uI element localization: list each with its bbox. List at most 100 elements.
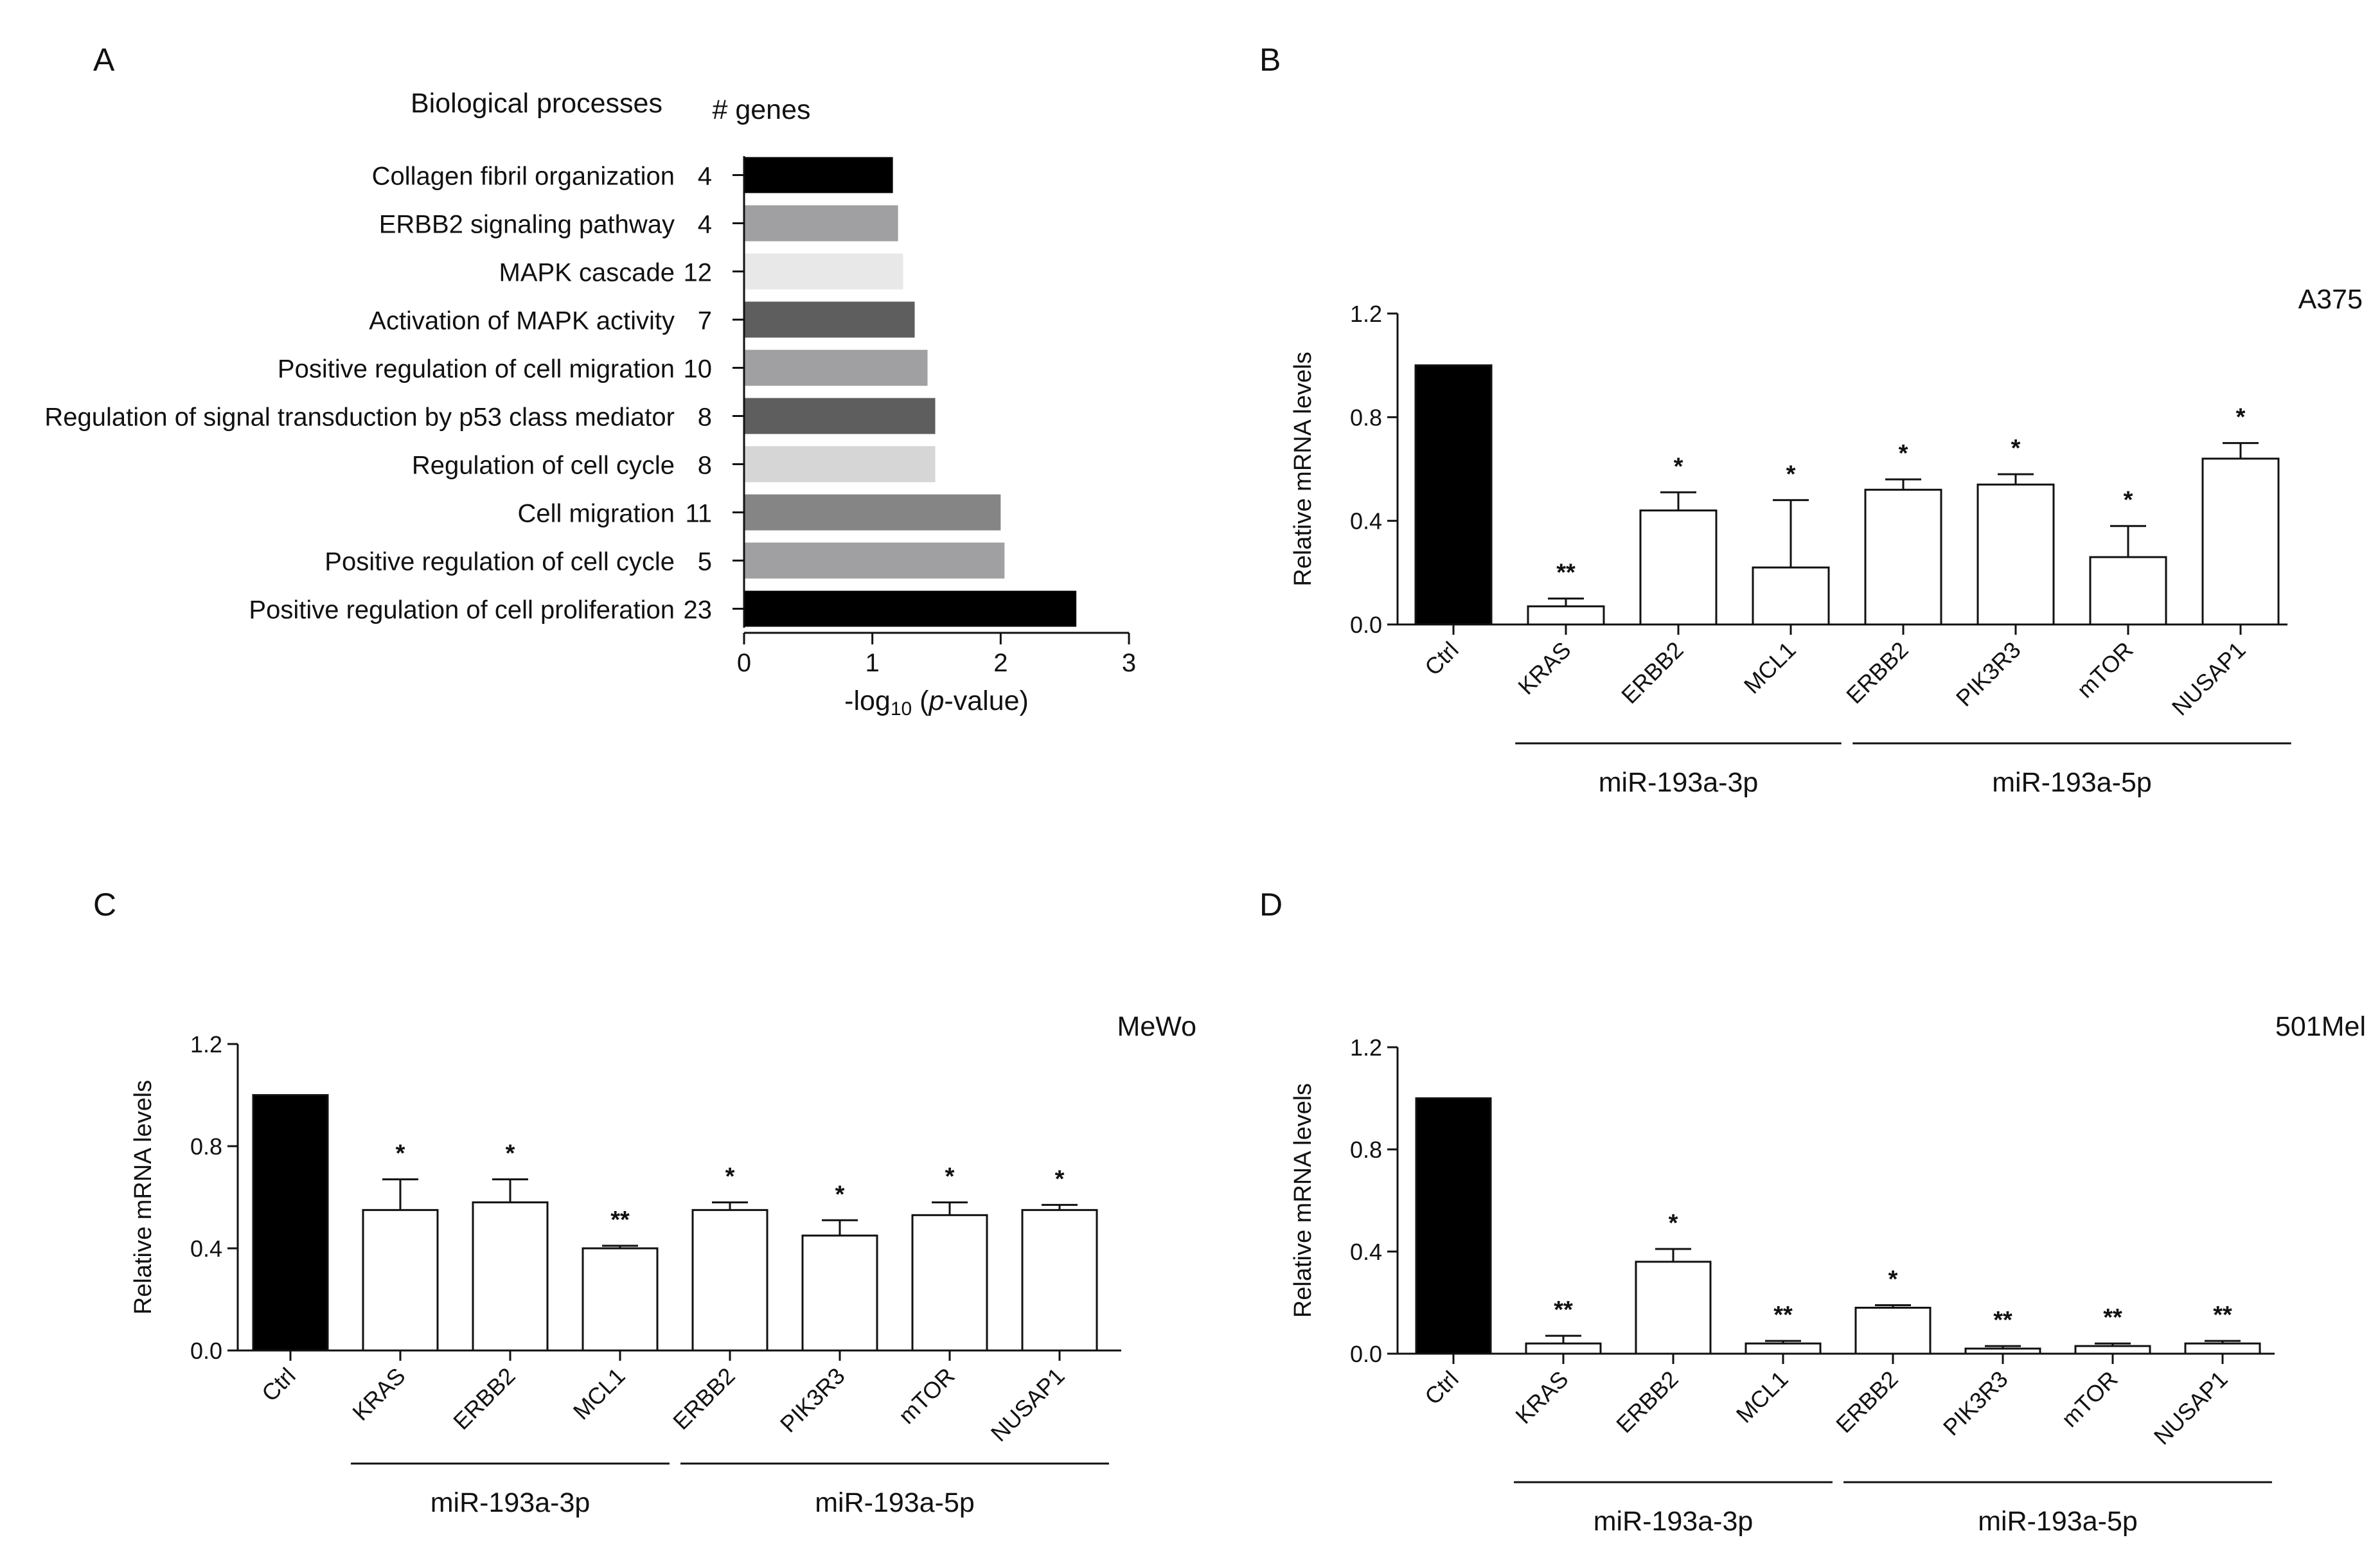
mrna-bar bbox=[1964, 1347, 2041, 1355]
mrna-bar bbox=[1976, 483, 2055, 626]
enrichment-bar bbox=[744, 350, 928, 386]
process-label: MAPK cascade bbox=[499, 259, 675, 287]
mrna-bar bbox=[1639, 509, 1718, 626]
x-tick-label: Ctrl bbox=[1419, 637, 1464, 681]
enrichment-bar bbox=[744, 590, 1077, 627]
x-tick-label: 1 bbox=[866, 649, 880, 677]
y-tick-label: 0.8 bbox=[1350, 1137, 1382, 1163]
x-tick-label: PIK3R3 bbox=[1938, 1366, 2013, 1441]
process-label: Positive regulation of cell migration bbox=[278, 355, 675, 384]
y-tick-label: 1.2 bbox=[1350, 1034, 1382, 1061]
x-axis-label: -log10 (p-value) bbox=[844, 686, 1029, 720]
gene-count-label: 10 bbox=[684, 355, 713, 384]
panel-letter-b: B bbox=[1259, 42, 1281, 78]
mrna-bar bbox=[2184, 1342, 2261, 1355]
x-tick-label: Ctrl bbox=[256, 1363, 301, 1407]
process-label: Positive regulation of cell cycle bbox=[324, 548, 675, 576]
x-axis-label-open: ( bbox=[912, 686, 929, 716]
panel-c: C MeWo 0.0 0.4 0.8 1.2 Relative mRNA levels C… bbox=[93, 887, 1196, 1518]
y-axis-label: Relative mRNA levels bbox=[1290, 351, 1317, 586]
mrna-bar bbox=[1864, 488, 1942, 626]
mrna-bar bbox=[1752, 566, 1830, 626]
x-tick-label: PIK3R3 bbox=[775, 1363, 850, 1438]
enrichment-bar bbox=[744, 446, 936, 482]
mrna-bar bbox=[911, 1214, 988, 1352]
enrichment-bar bbox=[744, 542, 1005, 579]
gene-count-label: 11 bbox=[685, 500, 712, 528]
enrichment-bar bbox=[744, 157, 893, 193]
a375-mrna-bar-chart: 0.0 0.4 0.8 1.2 Relative mRNA levels Ctrl * * KR… bbox=[1290, 301, 2291, 798]
x-tick-label: MCL1 bbox=[1739, 637, 1801, 699]
cell-line-label: MeWo bbox=[1117, 1011, 1196, 1042]
process-label: Regulation of signal transduction by p53… bbox=[44, 403, 675, 432]
x-tick-label: NUSAP1 bbox=[2167, 637, 2251, 721]
x-tick-label: MCL1 bbox=[1731, 1366, 1793, 1428]
panel-a: A Biological processes # genes Collagen … bbox=[44, 42, 1136, 720]
significance-marker: ** bbox=[610, 1207, 630, 1234]
process-label: Cell migration bbox=[517, 500, 675, 528]
significance-marker: * bbox=[1888, 1266, 1898, 1293]
group-label: miR-193a-3p bbox=[431, 1487, 591, 1518]
x-tick-label: ERBB2 bbox=[448, 1363, 520, 1435]
panel-d: D 501Mel 0.0 0.4 0.8 1.2 Relative mRNA level… bbox=[1259, 887, 2366, 1537]
mrna-bar bbox=[691, 1208, 768, 1352]
x-tick-label: MCL1 bbox=[568, 1363, 630, 1425]
y-tick-label: 1.2 bbox=[1350, 301, 1382, 327]
x-tick-label: mTOR bbox=[2056, 1366, 2122, 1432]
biological-processes-header: Biological processes bbox=[411, 88, 662, 119]
gene-count-label: 5 bbox=[698, 548, 712, 576]
gene-count-label: 12 bbox=[684, 259, 713, 287]
group-label: miR-193a-3p bbox=[1599, 767, 1759, 798]
enrichment-bar bbox=[744, 398, 936, 434]
y-tick-label: 0.4 bbox=[1350, 508, 1382, 535]
y-tick-label: 0.0 bbox=[1350, 612, 1382, 638]
x-tick-label: NUSAP1 bbox=[986, 1363, 1070, 1447]
group-label: miR-193a-5p bbox=[1978, 1506, 2138, 1537]
x-tick-label: ERBB2 bbox=[1831, 1366, 1903, 1438]
x-tick-label: mTOR bbox=[893, 1363, 959, 1429]
y-tick-label: 0.4 bbox=[190, 1235, 222, 1262]
mrna-bar bbox=[1745, 1342, 1822, 1355]
enrichment-bar bbox=[744, 205, 898, 242]
x-tick-label: mTOR bbox=[2072, 637, 2138, 703]
gene-count-label: 23 bbox=[684, 596, 713, 624]
y-tick-label: 0.0 bbox=[1350, 1341, 1382, 1367]
y-tick-label: 0.8 bbox=[1350, 404, 1382, 430]
mrna-bar bbox=[472, 1201, 549, 1352]
significance-marker: ** bbox=[1773, 1302, 1793, 1329]
significance-marker: * bbox=[2011, 435, 2021, 462]
mrna-bar bbox=[2074, 1345, 2151, 1355]
mrna-bar bbox=[1415, 1097, 1492, 1355]
enrichment-bar bbox=[744, 494, 1001, 531]
y-axis-label: Relative mRNA levels bbox=[130, 1080, 157, 1315]
x-tick-label: 0 bbox=[737, 649, 751, 677]
x-tick-label: KRAS bbox=[1513, 637, 1576, 700]
mrna-bar bbox=[1635, 1261, 1712, 1355]
mrna-bar bbox=[1414, 364, 1493, 626]
significance-marker: * bbox=[1786, 461, 1796, 488]
mrna-bar bbox=[362, 1208, 439, 1352]
significance-marker: ** bbox=[2103, 1304, 2122, 1331]
process-label: Positive regulation of cell proliferatio… bbox=[249, 596, 675, 624]
significance-marker: * bbox=[506, 1140, 515, 1167]
process-label: Regulation of cell cycle bbox=[412, 452, 675, 480]
x-tick-label: KRAS bbox=[347, 1363, 410, 1426]
gene-count-label: 8 bbox=[698, 452, 712, 480]
y-tick-label: 0.8 bbox=[190, 1133, 222, 1160]
x-tick-label: ERBB2 bbox=[1616, 637, 1688, 709]
group-label: miR-193a-3p bbox=[1594, 1506, 1754, 1537]
x-axis-label-close: -value) bbox=[944, 686, 1028, 716]
x-tick-label: 2 bbox=[993, 649, 1008, 677]
significance-marker: * bbox=[2236, 404, 2246, 431]
go-enrichment-bar-chart: Collagen fibril organization 4 ERBB2 signa… bbox=[44, 156, 1136, 720]
enrichment-bar bbox=[744, 301, 915, 338]
panel-b: B A375 0.0 0.4 0.8 1.2 Relative mRNA levels C… bbox=[1259, 42, 2363, 798]
significance-marker: * bbox=[1055, 1165, 1065, 1192]
mrna-bar bbox=[2089, 556, 2167, 626]
significance-marker: * bbox=[2124, 487, 2133, 514]
significance-marker: * bbox=[396, 1140, 405, 1167]
x-tick-label: NUSAP1 bbox=[2149, 1366, 2233, 1450]
process-label: Activation of MAPK activity bbox=[369, 307, 675, 335]
mrna-bar bbox=[801, 1234, 878, 1352]
